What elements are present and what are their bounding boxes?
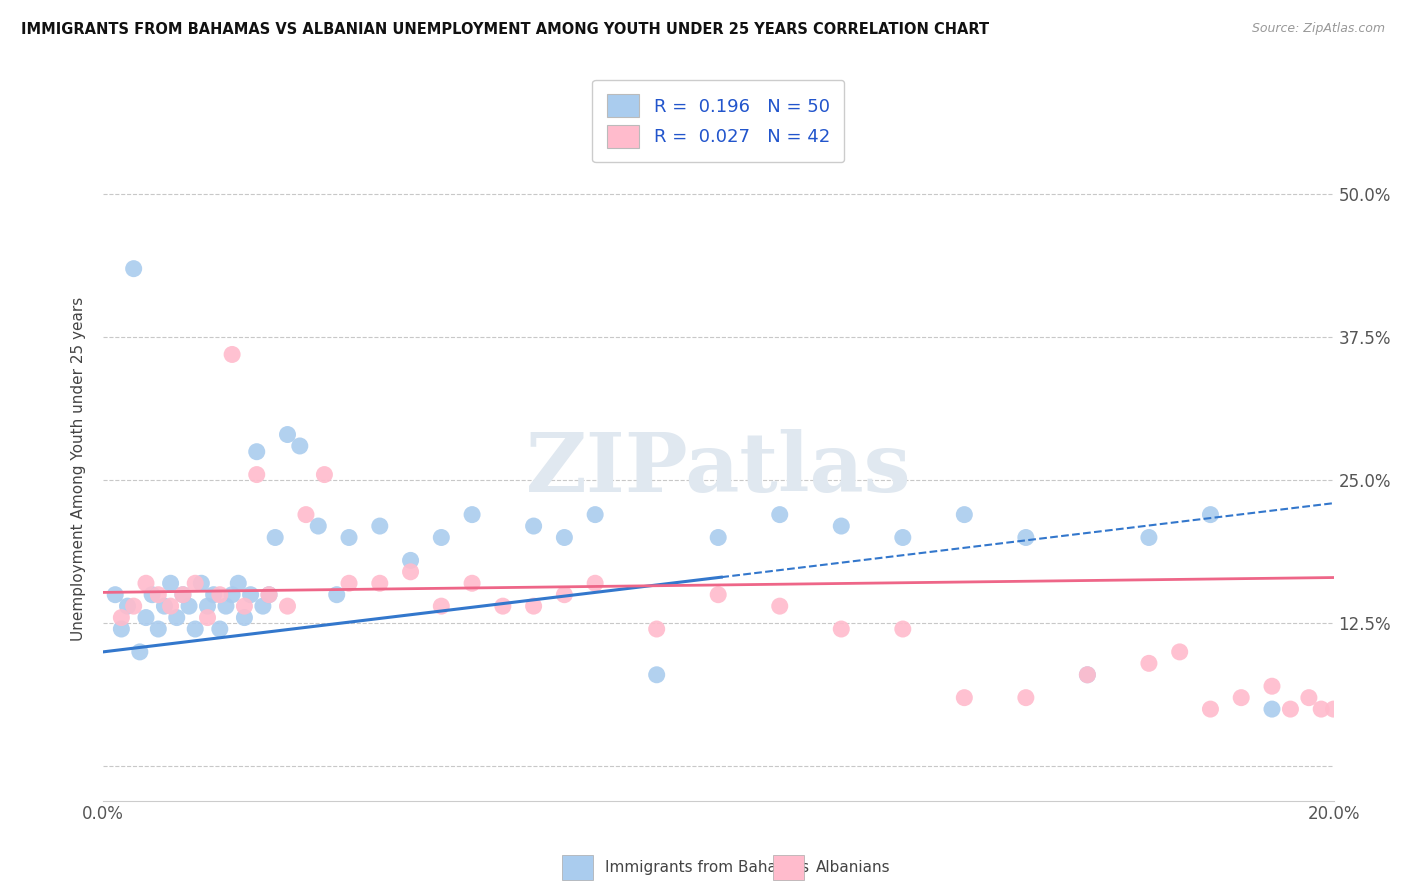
- Point: [583, 576, 606, 591]
- Point: [399, 553, 422, 567]
- Point: [645, 667, 668, 681]
- Point: [264, 531, 287, 545]
- Point: [252, 599, 274, 614]
- Point: [461, 576, 484, 591]
- Point: [314, 467, 336, 482]
- Y-axis label: Unemployment Among Youth under 25 years: Unemployment Among Youth under 25 years: [72, 297, 86, 641]
- Point: [553, 588, 575, 602]
- Point: [891, 531, 914, 545]
- Point: [159, 599, 181, 614]
- Point: [953, 690, 976, 705]
- Point: [1137, 531, 1160, 545]
- Point: [246, 444, 269, 458]
- Point: [159, 576, 181, 591]
- Point: [153, 599, 176, 614]
- Point: [1322, 702, 1344, 716]
- Point: [1015, 531, 1038, 545]
- Point: [430, 599, 453, 614]
- Point: [1137, 657, 1160, 671]
- Point: [1076, 667, 1098, 681]
- Point: [226, 576, 249, 591]
- Point: [172, 588, 194, 602]
- Point: [523, 519, 546, 533]
- Point: [104, 588, 127, 602]
- Point: [830, 519, 852, 533]
- Point: [1168, 645, 1191, 659]
- Point: [221, 588, 243, 602]
- Point: [461, 508, 484, 522]
- Point: [148, 622, 170, 636]
- Point: [891, 622, 914, 636]
- Point: [110, 610, 132, 624]
- Point: [184, 622, 207, 636]
- Point: [172, 588, 194, 602]
- Point: [221, 347, 243, 361]
- Point: [246, 467, 269, 482]
- Point: [307, 519, 329, 533]
- Text: ZIPatlas: ZIPatlas: [526, 429, 911, 508]
- Point: [337, 576, 360, 591]
- Point: [1310, 702, 1333, 716]
- Point: [110, 622, 132, 636]
- Point: [368, 576, 391, 591]
- Text: Source: ZipAtlas.com: Source: ZipAtlas.com: [1251, 22, 1385, 36]
- Point: [337, 531, 360, 545]
- Point: [399, 565, 422, 579]
- Point: [295, 508, 318, 522]
- Point: [492, 599, 515, 614]
- Point: [208, 588, 231, 602]
- Legend: R =  0.196   N = 50, R =  0.027   N = 42: R = 0.196 N = 50, R = 0.027 N = 42: [592, 79, 844, 162]
- Text: Immigrants from Bahamas: Immigrants from Bahamas: [605, 861, 808, 875]
- Point: [325, 588, 347, 602]
- Point: [276, 427, 298, 442]
- Point: [1230, 690, 1253, 705]
- Point: [257, 588, 280, 602]
- Point: [166, 610, 188, 624]
- Point: [1279, 702, 1302, 716]
- Point: [135, 576, 157, 591]
- Point: [1298, 690, 1320, 705]
- Point: [122, 261, 145, 276]
- Text: Albanians: Albanians: [815, 861, 890, 875]
- Point: [215, 599, 238, 614]
- Point: [1261, 679, 1284, 693]
- Point: [769, 599, 792, 614]
- Point: [184, 576, 207, 591]
- Point: [523, 599, 546, 614]
- Point: [233, 610, 256, 624]
- Point: [1199, 702, 1222, 716]
- Point: [645, 622, 668, 636]
- Point: [707, 531, 730, 545]
- Point: [707, 588, 730, 602]
- Point: [190, 576, 212, 591]
- Point: [148, 588, 170, 602]
- Point: [769, 508, 792, 522]
- Point: [257, 588, 280, 602]
- Point: [128, 645, 150, 659]
- Point: [953, 508, 976, 522]
- Point: [276, 599, 298, 614]
- Point: [430, 531, 453, 545]
- Point: [208, 622, 231, 636]
- Point: [1261, 702, 1284, 716]
- Point: [197, 610, 219, 624]
- Point: [1015, 690, 1038, 705]
- Point: [288, 439, 311, 453]
- Point: [233, 599, 256, 614]
- Point: [141, 588, 163, 602]
- Point: [177, 599, 200, 614]
- Point: [135, 610, 157, 624]
- Point: [202, 588, 225, 602]
- Point: [1199, 508, 1222, 522]
- Point: [117, 599, 139, 614]
- Point: [368, 519, 391, 533]
- Point: [830, 622, 852, 636]
- Point: [1076, 667, 1098, 681]
- Point: [583, 508, 606, 522]
- Point: [122, 599, 145, 614]
- Point: [197, 599, 219, 614]
- Point: [239, 588, 262, 602]
- Text: IMMIGRANTS FROM BAHAMAS VS ALBANIAN UNEMPLOYMENT AMONG YOUTH UNDER 25 YEARS CORR: IMMIGRANTS FROM BAHAMAS VS ALBANIAN UNEM…: [21, 22, 990, 37]
- Point: [553, 531, 575, 545]
